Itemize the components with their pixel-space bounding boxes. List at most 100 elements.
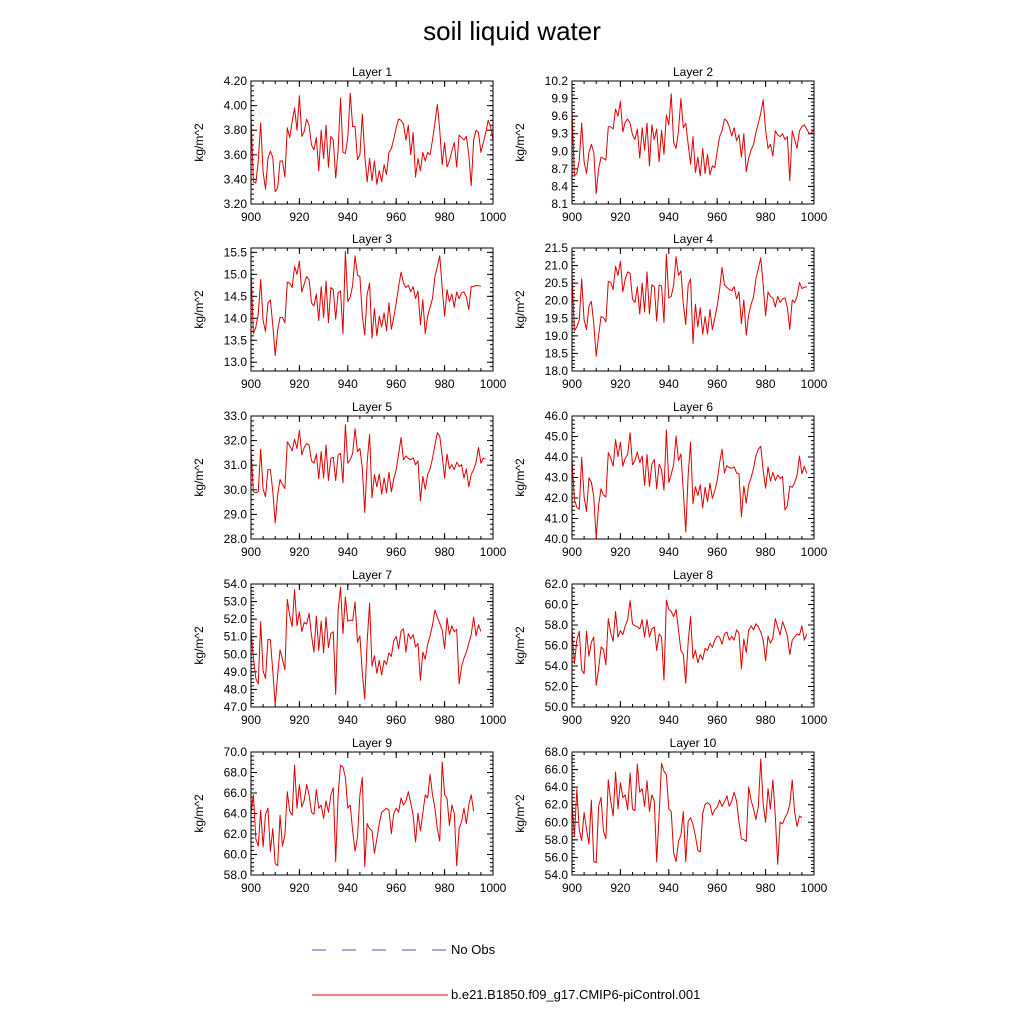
y-tick-label: 50.0 (545, 700, 569, 714)
y-tick-label: 54.0 (224, 577, 248, 591)
y-tick-label: 64.0 (224, 807, 248, 821)
x-tick-label: 940 (659, 210, 679, 224)
x-tick-label: 900 (562, 210, 582, 224)
panel-title: Layer 3 (352, 232, 392, 246)
y-axis-label: kg/m^2 (513, 626, 527, 665)
legend: No Obs b.e21.B1850.f09_g17.CMIP6-piContr… (312, 942, 700, 1002)
y-tick-label: 66.0 (224, 786, 248, 800)
panel-title: Layer 5 (352, 400, 392, 414)
y-tick-label: 40.0 (545, 532, 569, 546)
y-tick-label: 30.0 (224, 483, 248, 497)
plot-frame (571, 583, 815, 708)
y-tick-label: 32.0 (224, 434, 248, 448)
y-tick-label: 13.0 (224, 355, 248, 369)
y-tick-label: 58.0 (224, 868, 248, 882)
x-tick-label: 920 (610, 881, 630, 895)
y-tick-label: 33.0 (224, 409, 248, 423)
figure-title: soil liquid water (423, 16, 601, 46)
legend-model-label: b.e21.B1850.f09_g17.CMIP6-piControl.001 (451, 987, 700, 1002)
x-tick-label: 980 (435, 210, 455, 224)
y-tick-label: 13.5 (224, 333, 248, 347)
plot-frame (250, 583, 494, 708)
x-tick-label: 1000 (480, 545, 507, 559)
x-tick-label: 1000 (801, 881, 828, 895)
x-tick-label: 960 (386, 210, 406, 224)
y-tick-label: 52.0 (545, 680, 569, 694)
x-tick-label: 1000 (801, 545, 828, 559)
series-line (250, 586, 482, 706)
x-tick-label: 940 (659, 377, 679, 391)
y-tick-label: 8.7 (551, 162, 568, 176)
x-tick-label: 920 (610, 545, 630, 559)
y-axis-label: kg/m^2 (192, 626, 206, 665)
x-tick-label: 960 (707, 713, 727, 727)
y-tick-label: 50.0 (224, 647, 248, 661)
y-tick-label: 44.0 (545, 450, 569, 464)
x-tick-label: 920 (289, 881, 309, 895)
y-tick-label: 9.3 (551, 127, 568, 141)
y-tick-label: 43.0 (545, 471, 569, 485)
y-tick-label: 54.0 (545, 868, 569, 882)
y-axis-label: kg/m^2 (513, 458, 527, 497)
series-line (571, 253, 807, 357)
x-tick-label: 940 (659, 713, 679, 727)
x-tick-label: 980 (435, 377, 455, 391)
y-axis-label: kg/m^2 (513, 123, 527, 162)
x-tick-label: 920 (289, 377, 309, 391)
x-tick-label: 940 (338, 881, 358, 895)
y-tick-label: 47.0 (224, 700, 248, 714)
plot-frame (571, 751, 815, 876)
y-tick-label: 51.0 (224, 630, 248, 644)
series-line (571, 93, 815, 194)
x-tick-label: 980 (756, 210, 776, 224)
x-tick-label: 980 (756, 545, 776, 559)
y-tick-label: 9.9 (551, 92, 568, 106)
y-tick-label: 42.0 (545, 491, 569, 505)
series-line (250, 424, 486, 524)
y-axis-label: kg/m^2 (192, 794, 206, 833)
y-tick-label: 21.0 (545, 259, 569, 273)
y-tick-label: 18.5 (545, 346, 569, 360)
y-axis-label: kg/m^2 (192, 458, 206, 497)
x-tick-label: 960 (707, 545, 727, 559)
panel-layer-1: Layer 1 900 920 940 960 980 1000 3.20 3.40 3.60 3.… (192, 65, 507, 224)
y-tick-label: 60.0 (224, 848, 248, 862)
x-tick-label: 1000 (801, 210, 828, 224)
y-tick-label: 29.0 (224, 507, 248, 521)
y-tick-label: 19.0 (545, 329, 569, 343)
x-tick-label: 920 (289, 210, 309, 224)
y-tick-label: 64.0 (545, 780, 569, 794)
plot-frame (571, 415, 815, 540)
y-tick-label: 58.0 (545, 618, 569, 632)
x-tick-label: 900 (241, 713, 261, 727)
x-tick-label: 900 (562, 545, 582, 559)
x-tick-label: 1000 (480, 713, 507, 727)
x-tick-label: 980 (756, 881, 776, 895)
y-tick-label: 9.6 (551, 109, 568, 123)
x-tick-label: 960 (386, 881, 406, 895)
x-tick-label: 1000 (480, 377, 507, 391)
y-tick-label: 3.60 (224, 148, 248, 162)
x-tick-label: 980 (435, 881, 455, 895)
x-tick-label: 960 (386, 377, 406, 391)
y-tick-label: 62.0 (545, 577, 569, 591)
panel-title: Layer 6 (673, 400, 713, 414)
panel-title: Layer 10 (670, 736, 717, 750)
y-tick-label: 68.0 (545, 745, 569, 759)
y-tick-label: 15.0 (224, 267, 248, 281)
x-tick-label: 900 (241, 377, 261, 391)
y-tick-label: 56.0 (545, 639, 569, 653)
x-tick-label: 960 (386, 713, 406, 727)
y-tick-label: 14.0 (224, 311, 248, 325)
y-tick-label: 46.0 (545, 409, 569, 423)
panel-title: Layer 1 (352, 65, 392, 79)
y-tick-label: 70.0 (224, 745, 248, 759)
x-tick-label: 980 (756, 377, 776, 391)
x-tick-label: 920 (610, 210, 630, 224)
series-line (571, 429, 808, 539)
x-tick-label: 960 (707, 881, 727, 895)
y-tick-label: 4.00 (224, 99, 248, 113)
plot-frame (250, 247, 494, 372)
y-tick-label: 15.5 (224, 245, 248, 259)
